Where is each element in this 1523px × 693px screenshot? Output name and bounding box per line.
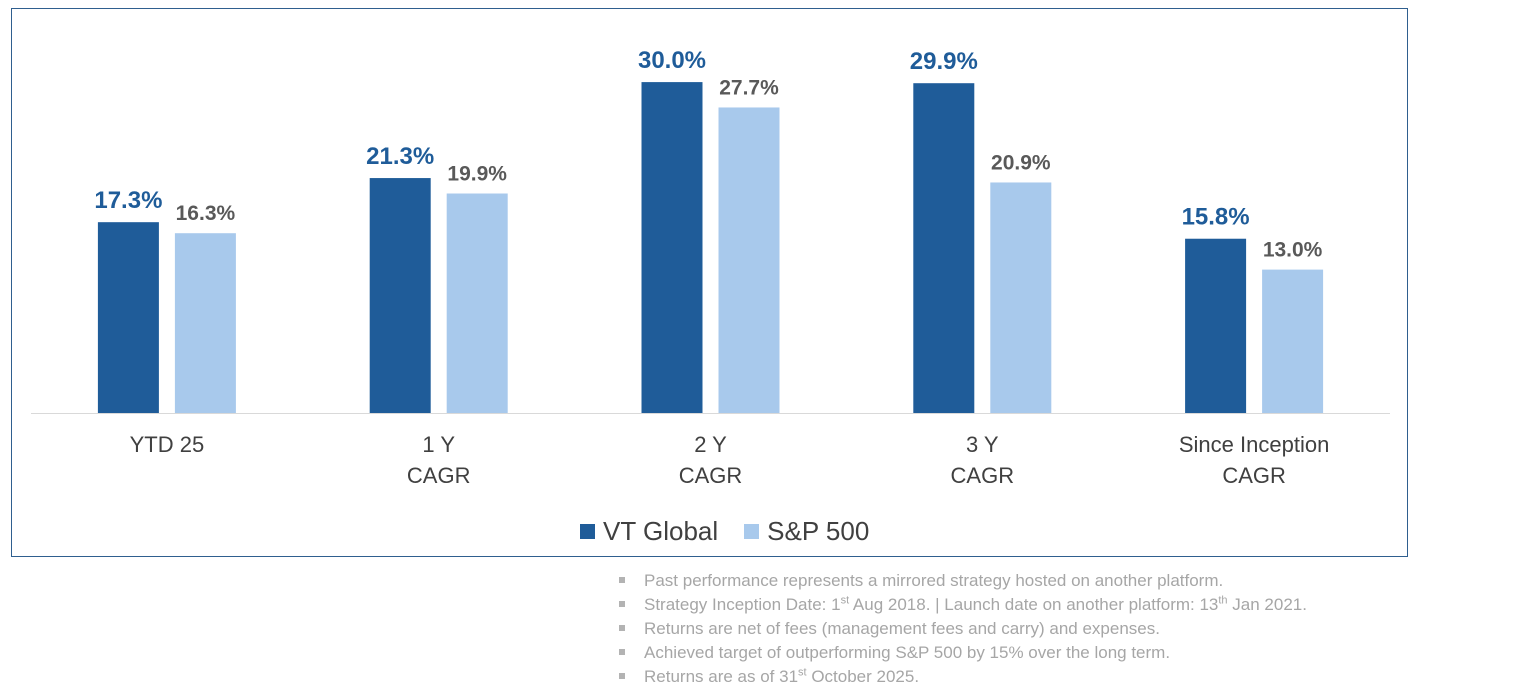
bar-vt-global-0 — [97, 222, 159, 413]
legend-item-sp500: S&P 500 — [744, 516, 869, 547]
data-label-vt-global-2: 30.0% — [638, 47, 706, 74]
category-label-2-line-0: 2 Y — [694, 432, 727, 457]
footnote-text: Achieved target of outperforming S&P 500… — [644, 643, 1171, 662]
bar-vt-global-3 — [913, 83, 975, 413]
data-label-sp500-0: 16.3% — [176, 202, 236, 225]
footnote-item: Achieved target of outperforming S&P 500… — [619, 641, 1307, 665]
legend-item-vt-global: VT Global — [580, 516, 718, 547]
category-label-3-line-0: 3 Y — [966, 432, 999, 457]
bullet-icon — [619, 625, 625, 631]
bar-vt-global-2 — [641, 82, 703, 413]
bullet-icon — [619, 649, 625, 655]
footnotes-list: Past performance represents a mirrored s… — [619, 569, 1307, 689]
category-label-4-line-0: Since Inception — [1179, 432, 1329, 457]
legend: VT Global S&P 500 — [580, 516, 895, 547]
data-label-vt-global-4: 15.8% — [1182, 204, 1250, 231]
data-label-sp500-3: 20.9% — [991, 151, 1051, 174]
bar-vt-global-1 — [369, 178, 431, 413]
footnote-item: Strategy Inception Date: 1st Aug 2018. |… — [619, 593, 1307, 617]
footnote-item: Returns are net of fees (management fees… — [619, 617, 1307, 641]
category-label-3-line-1: CAGR — [951, 463, 1015, 488]
data-label-sp500-1: 19.9% — [447, 163, 507, 186]
category-label-2-line-1: CAGR — [679, 463, 743, 488]
bullet-icon — [619, 601, 625, 607]
footnote-item: Returns are as of 31st October 2025. — [619, 665, 1307, 689]
bullet-icon — [619, 673, 625, 679]
bar-sp500-3 — [990, 182, 1052, 413]
bar-sp500-0 — [174, 233, 236, 413]
data-label-vt-global-3: 29.9% — [910, 48, 978, 75]
bar-chart: 17.3% 16.3% YTD 25 21.3% 19.9% 1 Y CAGR 30.0% 27… — [31, 47, 1390, 488]
data-label-sp500-4: 13.0% — [1263, 239, 1323, 262]
bar-sp500-4 — [1262, 269, 1324, 413]
data-label-vt-global-1: 21.3% — [366, 143, 434, 170]
legend-swatch-vt-global — [580, 524, 595, 539]
legend-swatch-sp500 — [744, 524, 760, 539]
footnote-text: Strategy Inception Date: 1st Aug 2018. |… — [644, 594, 1307, 614]
legend-label-vt-global: VT Global — [603, 516, 719, 546]
category-label-4-line-1: CAGR — [1222, 463, 1286, 488]
bullet-icon — [619, 577, 625, 583]
category-label-0-line-0: YTD 25 — [130, 432, 205, 457]
category-label-1-line-0: 1 Y — [422, 432, 455, 457]
data-label-vt-global-0: 17.3% — [94, 187, 162, 214]
chart-frame: 17.3% 16.3% YTD 25 21.3% 19.9% 1 Y CAGR 30.0% 27… — [11, 8, 1408, 557]
legend-label-sp500: S&P 500 — [767, 516, 870, 546]
bar-vt-global-4 — [1185, 238, 1247, 413]
footnote-text: Returns are net of fees (management fees… — [644, 619, 1160, 638]
data-label-sp500-2: 27.7% — [719, 76, 779, 99]
bar-sp500-2 — [718, 107, 780, 414]
footnote-text: Returns are as of 31st October 2025. — [644, 666, 920, 686]
footnote-text: Past performance represents a mirrored s… — [644, 571, 1224, 590]
footnote-item: Past performance represents a mirrored s… — [619, 569, 1307, 593]
category-label-1-line-1: CAGR — [407, 463, 471, 488]
bar-sp500-1 — [446, 193, 508, 413]
